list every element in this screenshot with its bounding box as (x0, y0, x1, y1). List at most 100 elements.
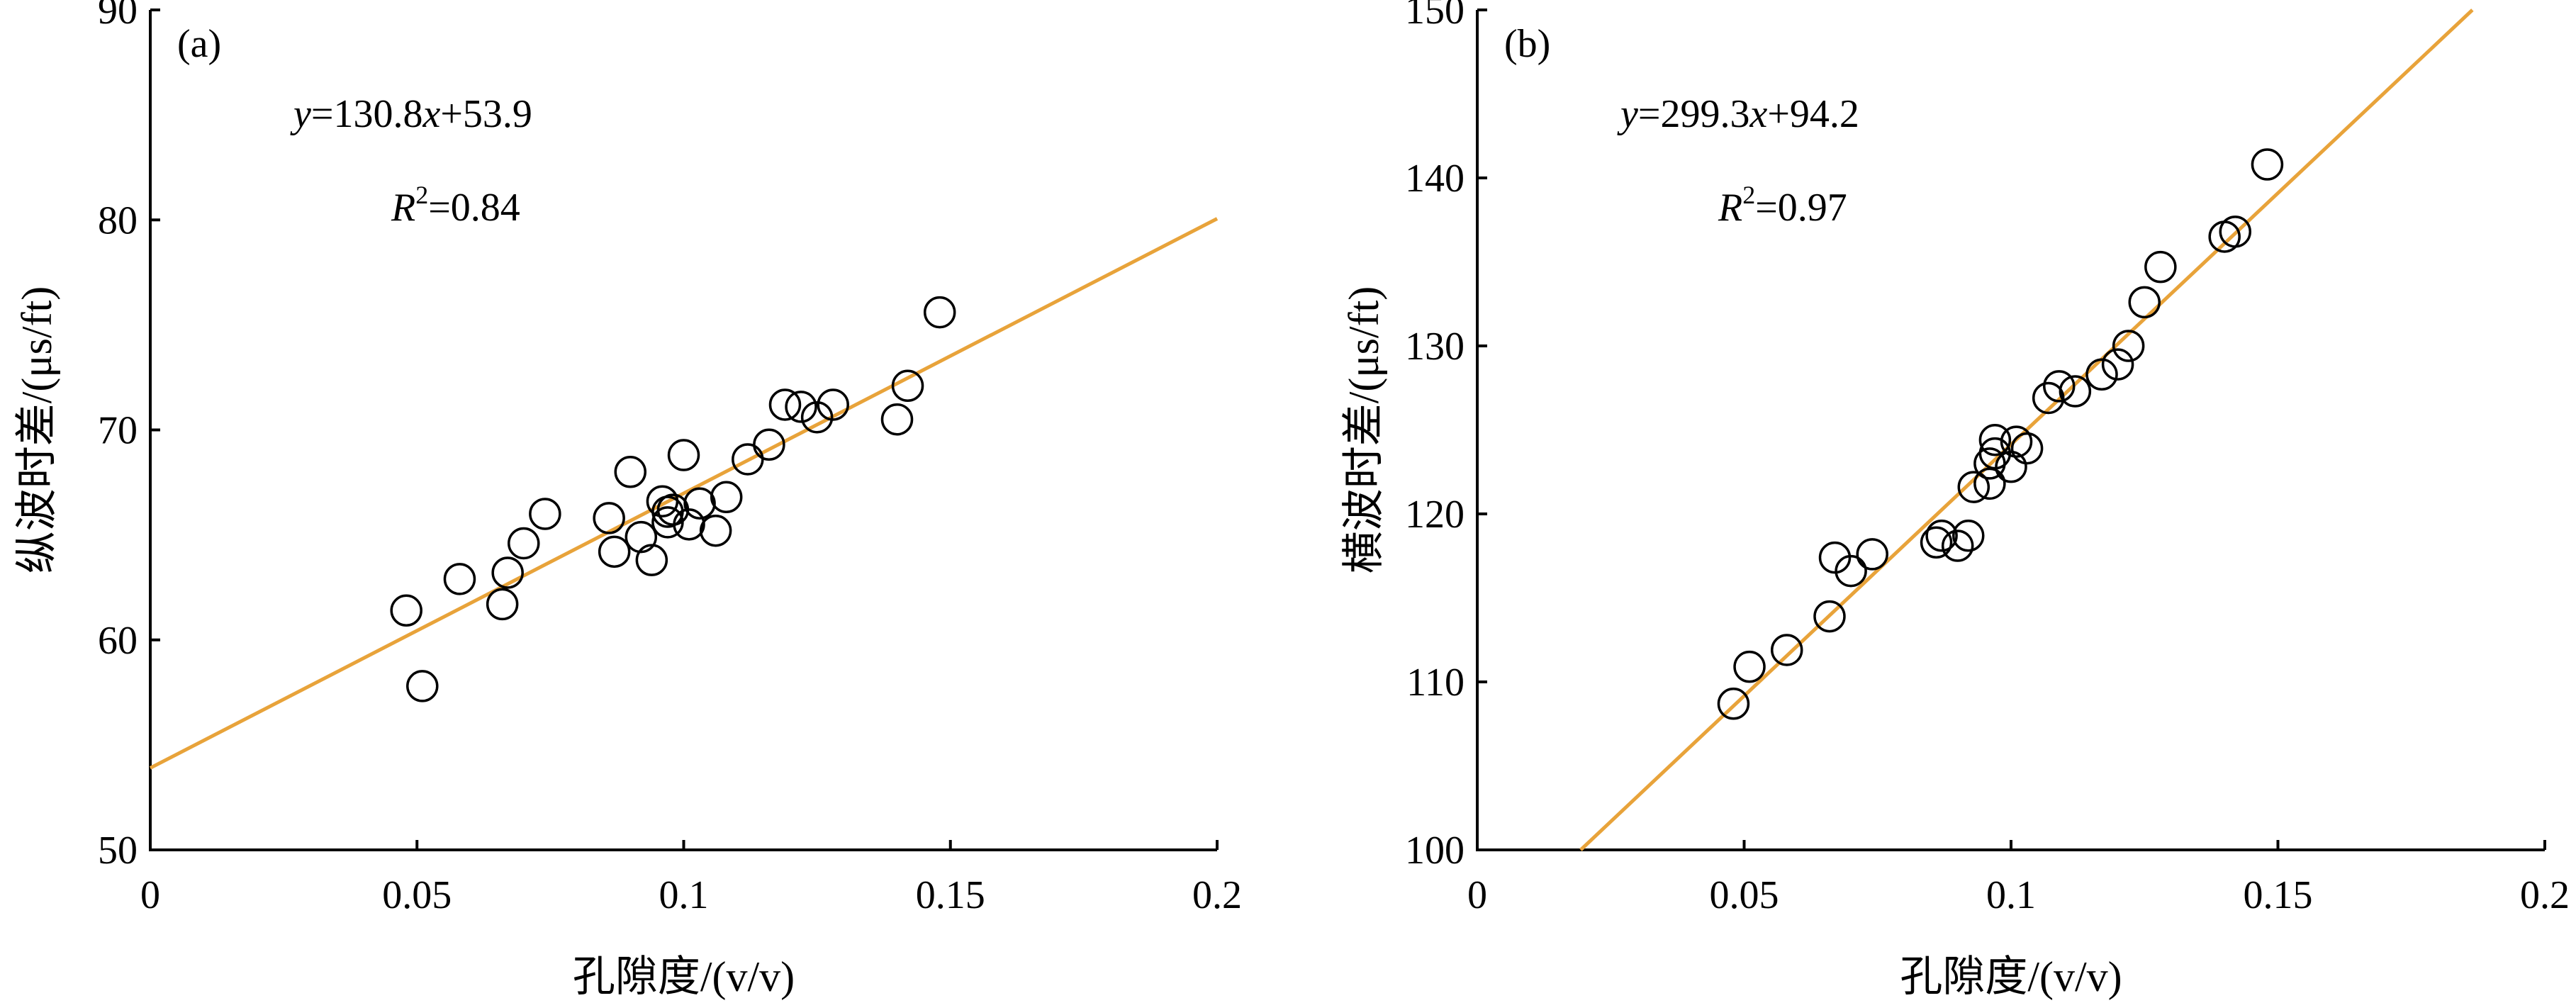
panel-label-b: (b) (1504, 22, 1550, 66)
axes-a (149, 10, 1217, 851)
data-point-a (508, 527, 540, 560)
data-point-a (598, 535, 631, 568)
data-point-a (923, 296, 956, 329)
equation-b-part1: =299.3 (1638, 92, 1750, 136)
data-point-b (1856, 538, 1888, 571)
data-point-b (2000, 425, 2033, 458)
data-point-a (443, 563, 476, 595)
data-point-a (491, 556, 524, 589)
data-point-a (625, 520, 658, 554)
data-point-b (2219, 215, 2252, 248)
x-axis-label-a: 孔隙度/(v/v) (573, 953, 795, 1000)
y-tick-label-b: 100 (1405, 829, 1465, 873)
r-squared-a-value: =0.84 (428, 186, 520, 230)
y-tick-label-b: 150 (1405, 0, 1465, 33)
r-squared-a: R2=0.84 (391, 181, 520, 230)
data-point-b (1941, 529, 1974, 562)
equation-a-part1: =130.8 (311, 92, 423, 136)
data-point-a (406, 670, 439, 702)
r-squared-b-r: R (1718, 186, 1742, 230)
data-point-b (2128, 286, 2161, 319)
y-tick-label-b: 120 (1405, 493, 1465, 537)
data-point-b (1952, 520, 1985, 552)
equation-b-x: x (1749, 92, 1767, 136)
markers-b (1717, 148, 2284, 720)
panel-label-a: (a) (177, 22, 221, 66)
data-point-a (593, 502, 625, 534)
y-tick-label-a: 90 (98, 0, 138, 33)
y-tick-label-a: 50 (98, 829, 138, 873)
data-point-b (1978, 423, 2012, 456)
data-point-b (1925, 520, 1958, 552)
data-point-b (2085, 358, 2118, 391)
x-tick-label-b: 0.15 (2244, 873, 2313, 917)
equation-a-y: y (290, 92, 311, 136)
data-point-a (785, 391, 817, 423)
r-squared-b-value: =0.97 (1755, 186, 1847, 230)
chart-panel-a: 0 0.05 0.1 0.15 0.2 50 60 70 80 90 (a) y=130.8x+5… (13, 0, 1242, 1000)
x-tick-label-a: 0.15 (916, 873, 985, 917)
y-tick-label-a: 70 (98, 409, 138, 453)
data-point-b (2032, 381, 2065, 415)
y-axis-label-a: 纵波时差/(μs/ft) (13, 286, 60, 573)
data-point-b (2010, 432, 2044, 465)
data-point-b (1717, 688, 1750, 720)
data-point-a (768, 388, 802, 421)
ticks-a: 0 0.05 0.1 0.15 0.2 50 60 70 80 90 (98, 0, 1242, 917)
axes-b (1476, 10, 2545, 851)
x-tick-label-a: 0.05 (382, 873, 452, 917)
equation-a: y=130.8x+53.9 (290, 92, 532, 136)
data-point-a (699, 514, 732, 547)
x-tick-label-b: 0 (1467, 873, 1487, 917)
data-point-b (1733, 650, 1766, 683)
equation-b-y: y (1617, 92, 1638, 136)
equation-b-part2: +94.2 (1767, 92, 1859, 136)
data-point-a (390, 594, 422, 627)
equation-a-part2: +53.9 (440, 92, 532, 136)
data-point-b (1813, 600, 1846, 633)
data-point-a (880, 403, 914, 436)
y-tick-label-a: 60 (98, 619, 138, 663)
r-squared-b-sup: 2 (1742, 181, 1755, 209)
data-point-a (683, 487, 716, 520)
r-squared-a-r: R (391, 186, 415, 230)
x-tick-label-a: 0.1 (659, 873, 709, 917)
data-point-a (486, 588, 519, 621)
data-point-a (529, 498, 561, 530)
data-point-b (2101, 348, 2134, 381)
data-point-b (2059, 375, 2092, 408)
data-point-a (667, 439, 700, 471)
x-axis-label-b: 孔隙度/(v/v) (1900, 953, 2122, 1000)
x-tick-label-a: 0.2 (1192, 873, 1242, 917)
data-point-a (673, 508, 705, 541)
y-tick-label-a: 80 (98, 198, 138, 242)
data-point-b (1835, 554, 1867, 588)
x-tick-label-b: 0.1 (1986, 873, 2036, 917)
data-point-a (800, 400, 834, 434)
data-point-a (753, 428, 785, 461)
y-tick-label-b: 130 (1405, 325, 1465, 369)
data-point-b (2043, 370, 2076, 403)
data-point-b (2144, 250, 2177, 284)
r-squared-a-sup: 2 (415, 181, 428, 209)
y-tick-label-b: 140 (1405, 157, 1465, 201)
data-point-a (817, 388, 849, 421)
markers-a (390, 296, 956, 702)
equation-b: y=299.3x+94.2 (1617, 92, 1859, 136)
data-point-b (1995, 450, 2027, 483)
data-point-b (2251, 148, 2284, 181)
equation-a-x: x (422, 92, 440, 136)
data-point-a (891, 369, 924, 403)
x-tick-label-a: 0 (140, 873, 160, 917)
fit-line-a (149, 217, 1219, 770)
data-point-b (1920, 526, 1953, 559)
data-point-b (2112, 330, 2145, 362)
r-squared-b: R2=0.97 (1718, 181, 1847, 230)
ticks-b: 0 0.05 0.1 0.15 0.2 100 110 120 130 140 150 (1405, 0, 2570, 917)
data-point-b (1957, 471, 1990, 503)
x-tick-label-b: 0.05 (1710, 873, 1779, 917)
y-tick-label-b: 110 (1406, 661, 1465, 705)
data-point-b (1770, 634, 1803, 666)
